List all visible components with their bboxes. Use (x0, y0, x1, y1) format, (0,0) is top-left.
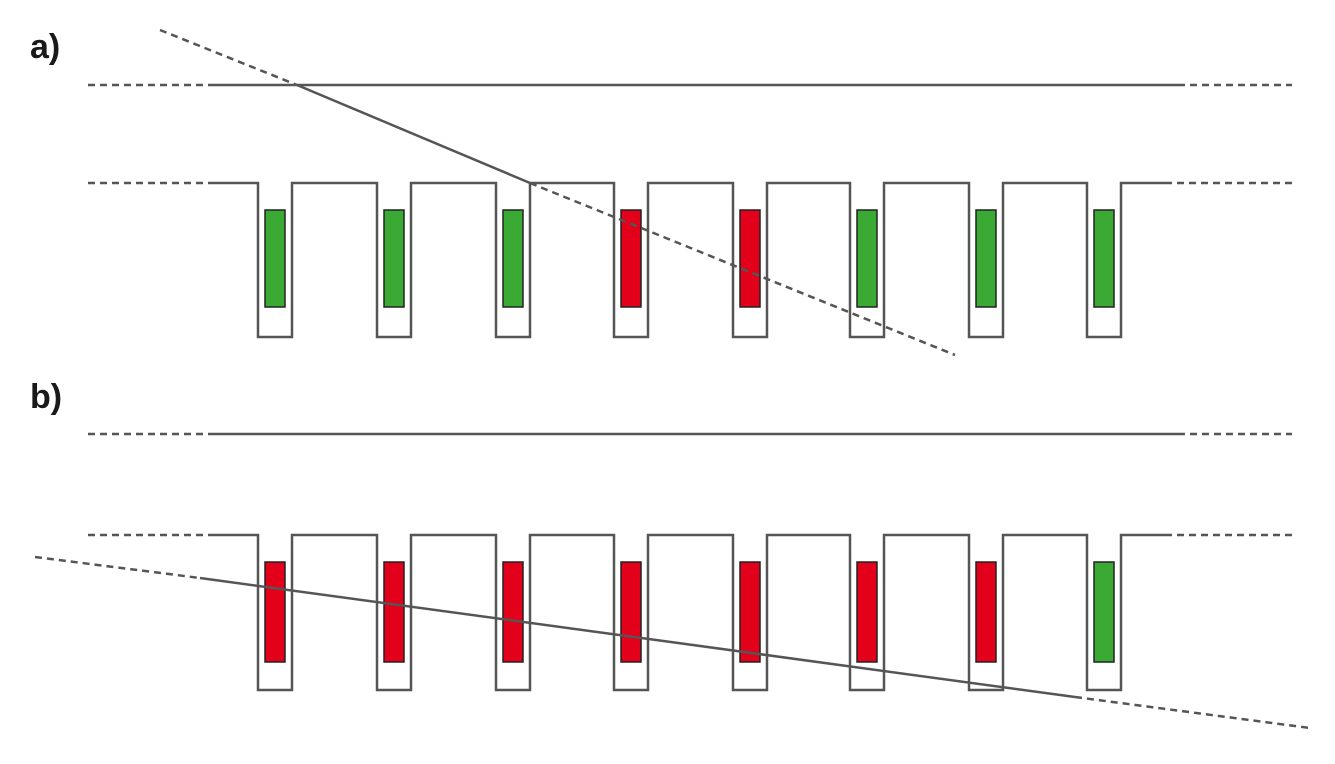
panel-a-cell-6-green (856, 209, 878, 308)
panel-a-cell-5-red (739, 209, 761, 308)
panel-a-label: a) (30, 28, 61, 66)
panel-a-ray-segment-2 (296, 83, 531, 185)
panel-b-ray-segment-1 (34, 555, 201, 580)
panel-a-ray-segment-3 (529, 181, 956, 357)
panel-a-cell-3-green (502, 209, 524, 308)
panel-a-ray-segment-1 (159, 28, 298, 87)
panel-b-ray-segment-3 (1074, 695, 1311, 730)
panel-b-cell-4-red (620, 561, 642, 663)
panel-a-comb (210, 181, 1165, 339)
panel-b-cell-5-red (739, 561, 761, 663)
panel-b-cell-1-red (264, 561, 286, 663)
panel-b-cell-8-green (1093, 561, 1115, 663)
panel-b-cell-3-red (502, 561, 524, 663)
panel-a-cell-8-green (1093, 209, 1115, 308)
panel-b-comb (210, 533, 1165, 692)
panel-a-cell-7-green (975, 209, 997, 308)
panel-b-cell-2-red (383, 561, 405, 663)
panel-b-label: b) (30, 378, 63, 416)
panel-b-cell-6-red (856, 561, 878, 663)
panel-a-cell-4-red (620, 209, 642, 308)
panel-b-cell-7-red (975, 561, 997, 663)
panel-a-cell-1-green (264, 209, 286, 308)
panel-b-ray-segment-2 (199, 576, 1076, 699)
panel-a-cell-2-green (383, 209, 405, 308)
